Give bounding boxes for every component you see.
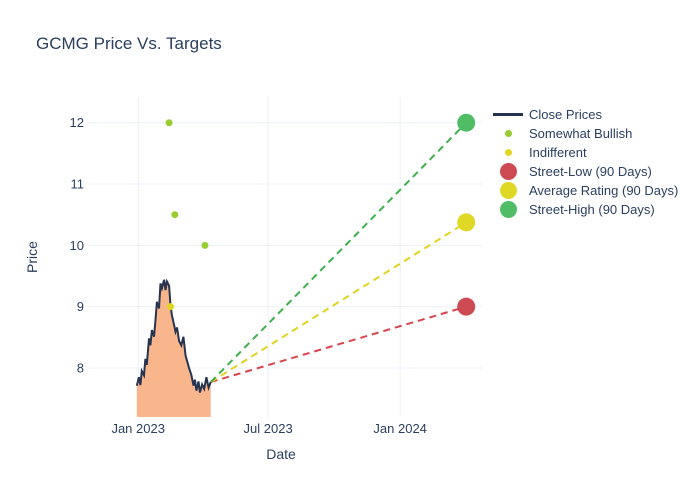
indifferent-dot-icon: [493, 149, 523, 156]
legend-label-indifferent: Indifferent: [529, 145, 587, 160]
y-tick-label: 8: [77, 360, 84, 375]
legend-label-street-low: Street-Low (90 Days): [529, 164, 652, 179]
target-marker[interactable]: [457, 297, 476, 316]
legend-label-close-prices: Close Prices: [529, 107, 602, 122]
x-axis-title: Date: [266, 446, 296, 462]
target-projection-line: [210, 221, 467, 383]
average-rating-dot-icon: [493, 182, 523, 199]
y-tick-label: 11: [71, 177, 85, 192]
rating-dot[interactable]: [171, 211, 179, 219]
legend-label-street-high: Street-High (90 Days): [529, 202, 655, 217]
legend-item-somewhat-bullish[interactable]: Somewhat Bullish: [493, 124, 678, 143]
legend: Close Prices Somewhat Bullish Indifferen…: [493, 105, 678, 219]
target-projection-line: [210, 305, 467, 384]
close-prices-line-swatch: [493, 113, 523, 116]
x-tick-label: Jan 2024: [373, 421, 427, 436]
x-tick-label: Jul 2023: [244, 421, 293, 436]
chart-title: GCMG Price Vs. Targets: [36, 34, 222, 53]
street-high-dot-icon: [493, 201, 523, 218]
legend-item-street-low[interactable]: Street-Low (90 Days): [493, 162, 678, 181]
legend-label-somewhat-bullish: Somewhat Bullish: [529, 126, 633, 141]
legend-item-close-prices[interactable]: Close Prices: [493, 105, 678, 124]
street-low-dot-icon: [493, 163, 523, 180]
legend-label-average-rating: Average Rating (90 Days): [529, 183, 679, 198]
x-tick-label: Jan 2023: [111, 421, 165, 436]
target-marker[interactable]: [457, 113, 476, 132]
y-axis-title: Price: [24, 241, 40, 273]
close-prices-line: [135, 278, 212, 393]
target-marker[interactable]: [457, 213, 476, 232]
rating-dot[interactable]: [201, 241, 209, 249]
y-tick-label: 9: [77, 299, 84, 314]
legend-item-average-rating[interactable]: Average Rating (90 Days): [493, 181, 678, 200]
target-projection-line: [209, 122, 467, 383]
legend-item-indifferent[interactable]: Indifferent: [493, 143, 678, 162]
y-tick-label: 10: [70, 238, 84, 253]
legend-item-street-high[interactable]: Street-High (90 Days): [493, 200, 678, 219]
y-tick-label: 12: [70, 115, 84, 130]
somewhat-bullish-dot-icon: [493, 130, 523, 137]
rating-dot[interactable]: [167, 303, 175, 311]
rating-dot[interactable]: [165, 119, 173, 127]
